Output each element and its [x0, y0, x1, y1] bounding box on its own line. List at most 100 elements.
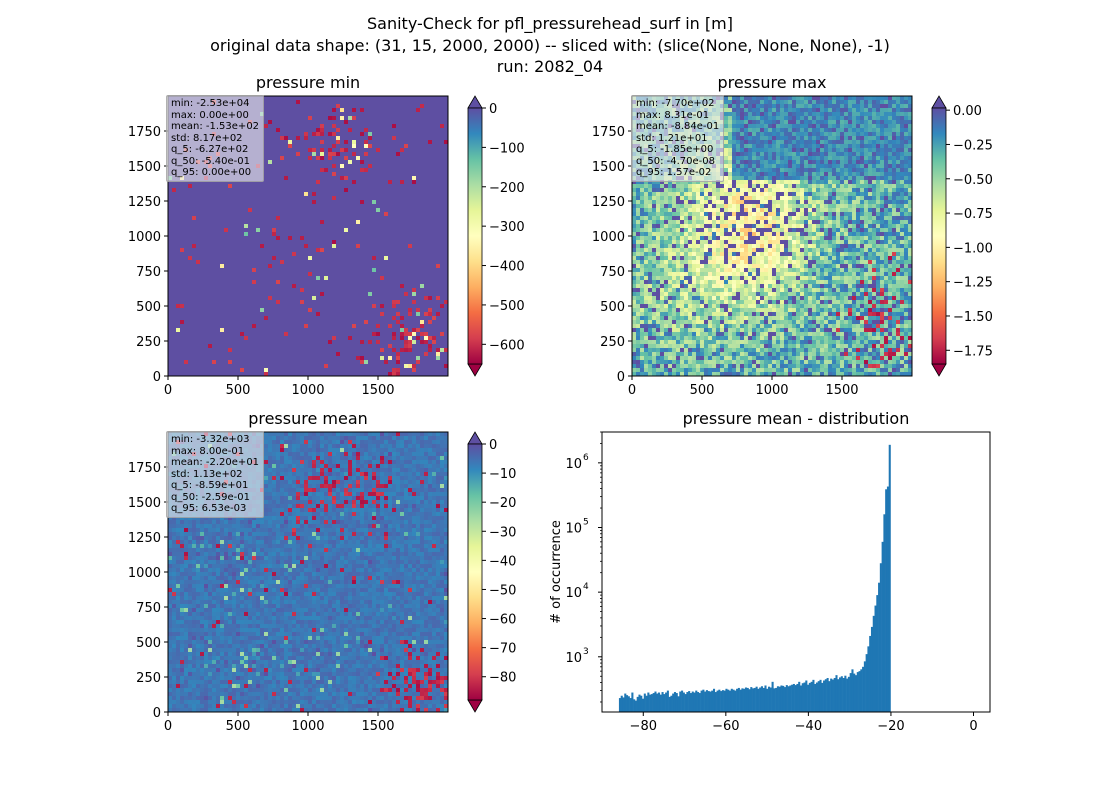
heatmap-cell [900, 176, 904, 180]
heatmap-cell [716, 188, 720, 192]
heatmap-cell [832, 144, 836, 148]
heatmap-cell [864, 320, 868, 324]
heatmap-cell [880, 356, 884, 360]
heatmap-cell [832, 204, 836, 208]
heatmap-cell [904, 116, 908, 120]
heatmap-cell [876, 152, 880, 156]
heatmap-cell [908, 248, 912, 252]
heatmap-cell [772, 136, 776, 140]
heatmap-cell [688, 312, 692, 316]
heatmap-cell [732, 316, 736, 320]
heatmap-cell [724, 292, 728, 296]
heatmap-cell [696, 292, 700, 296]
heatmap-cell [808, 320, 812, 324]
heatmap-cell [884, 216, 888, 220]
heatmap-cell [760, 240, 764, 244]
heatmap-cell [844, 336, 848, 340]
heatmap-cell [748, 152, 752, 156]
heatmap-cell [808, 204, 812, 208]
heatmap-cell [768, 152, 772, 156]
heatmap-cell [900, 168, 904, 172]
heatmap-cell [696, 224, 700, 228]
heatmap-cell [656, 228, 660, 232]
heatmap-cell [860, 232, 864, 236]
heatmap-cell [320, 168, 324, 172]
heatmap-cell [744, 128, 748, 132]
heatmap-cell [648, 324, 652, 328]
heatmap-cell [716, 344, 720, 348]
heatmap-cell [732, 124, 736, 128]
heatmap-cell [716, 260, 720, 264]
heatmap-cell [812, 104, 816, 108]
heatmap-cell [800, 212, 804, 216]
heatmap-cell [724, 248, 728, 252]
heatmap-cell [740, 312, 744, 316]
heatmap-cell [864, 288, 868, 292]
heatmap-cell [700, 276, 704, 280]
heatmap-cell [744, 96, 748, 100]
heatmap-cell [872, 104, 876, 108]
heatmap-cell [776, 220, 780, 224]
heatmap-cell [660, 360, 664, 364]
heatmap-cell [680, 228, 684, 232]
heatmap-cell [764, 220, 768, 224]
heatmap-cell [636, 336, 640, 340]
heatmap-cell [852, 292, 856, 296]
heatmap-cell [756, 292, 760, 296]
heatmap-cell [792, 332, 796, 336]
heatmap-cell [712, 220, 716, 224]
heatmap-cell [796, 160, 800, 164]
heatmap-cell [896, 252, 900, 256]
heatmap-cell [820, 260, 824, 264]
heatmap-cell [716, 336, 720, 340]
heatmap-cell [336, 352, 340, 356]
heatmap-cell [732, 180, 736, 184]
heatmap-cell [820, 136, 824, 140]
heatmap-cell [720, 188, 724, 192]
heatmap-cell [824, 112, 828, 116]
heatmap-cell [860, 236, 864, 240]
heatmap-cell [692, 268, 696, 272]
heatmap-cell [884, 228, 888, 232]
heatmap-cell [864, 336, 868, 340]
heatmap-cell [804, 148, 808, 152]
heatmap-cell [768, 332, 772, 336]
heatmap-cell [808, 256, 812, 260]
heatmap-cell [716, 232, 720, 236]
heatmap-cell [908, 308, 912, 312]
heatmap-cell [784, 200, 788, 204]
heatmap-cell [800, 228, 804, 232]
heatmap-cell [884, 276, 888, 280]
heatmap-cell [744, 316, 748, 320]
heatmap-cell [744, 336, 748, 340]
heatmap-cell [808, 128, 812, 132]
heatmap-cell [836, 200, 840, 204]
heatmap-cell [788, 228, 792, 232]
heatmap-cell [884, 168, 888, 172]
heatmap-cell [752, 148, 756, 152]
heatmap-cell [648, 200, 652, 204]
heatmap-cell [816, 348, 820, 352]
heatmap-cell [856, 180, 860, 184]
heatmap-cell [212, 360, 216, 364]
heatmap-cell [892, 248, 896, 252]
heatmap-cell [888, 128, 892, 132]
heatmap-cell [676, 276, 680, 280]
heatmap-cell [828, 160, 832, 164]
heatmap-cell [808, 212, 812, 216]
heatmap-cell [868, 280, 872, 284]
heatmap-cell [888, 192, 892, 196]
heatmap-cell [796, 128, 800, 132]
heatmap-cell [904, 356, 908, 360]
heatmap-cell [836, 244, 840, 248]
heatmap-cell [872, 316, 876, 320]
heatmap-cell [808, 180, 812, 184]
heatmap-cell [812, 344, 816, 348]
heatmap-cell [760, 232, 764, 236]
heatmap-cell [756, 132, 760, 136]
heatmap-cell [832, 304, 836, 308]
heatmap-cell [800, 140, 804, 144]
heatmap-cell [804, 340, 808, 344]
heatmap-cell [788, 336, 792, 340]
heatmap-cell [848, 340, 852, 344]
